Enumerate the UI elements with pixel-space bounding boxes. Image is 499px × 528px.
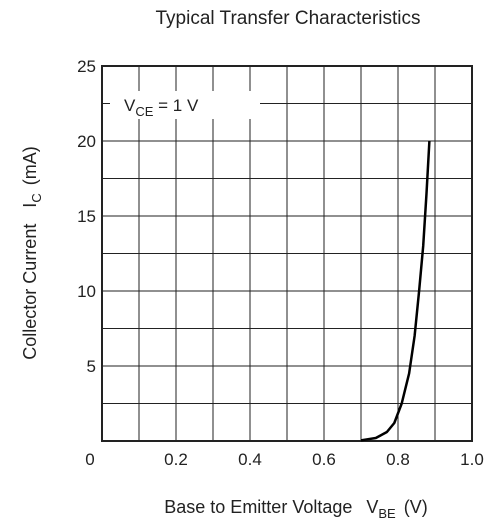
y-axis-label: Collector CurrentIC(mA)	[20, 146, 44, 359]
y-tick-label: 25	[77, 57, 96, 76]
y-tick-label: 5	[87, 357, 96, 376]
chart-title: Typical Transfer Characteristics	[155, 8, 420, 29]
y-tick-labels: 5 10 15 20 25	[77, 57, 96, 376]
x-axis-label: Base to Emitter Voltage VBE (V)	[164, 497, 427, 521]
y-tick-label: 20	[77, 132, 96, 151]
x-tick-label: 0.4	[238, 450, 262, 469]
x-tick-label: 0.6	[312, 450, 336, 469]
grid-lines	[102, 66, 472, 441]
x-tick-label: 0	[85, 450, 94, 469]
x-tick-label: 0.2	[164, 450, 188, 469]
annotation-vce: VCE = 1 V	[124, 96, 199, 119]
plot-frame	[101, 65, 473, 442]
x-tick-label: 1.0	[460, 450, 484, 469]
y-tick-label: 10	[77, 282, 96, 301]
series-line	[360, 140, 431, 442]
x-tick-labels: 0 0.2 0.4 0.6 0.8 1.0	[85, 450, 484, 469]
y-tick-label: 15	[77, 207, 96, 226]
x-tick-label: 0.8	[386, 450, 410, 469]
annotation-box: VCE = 1 V	[110, 91, 260, 119]
annotation-background	[110, 91, 260, 119]
